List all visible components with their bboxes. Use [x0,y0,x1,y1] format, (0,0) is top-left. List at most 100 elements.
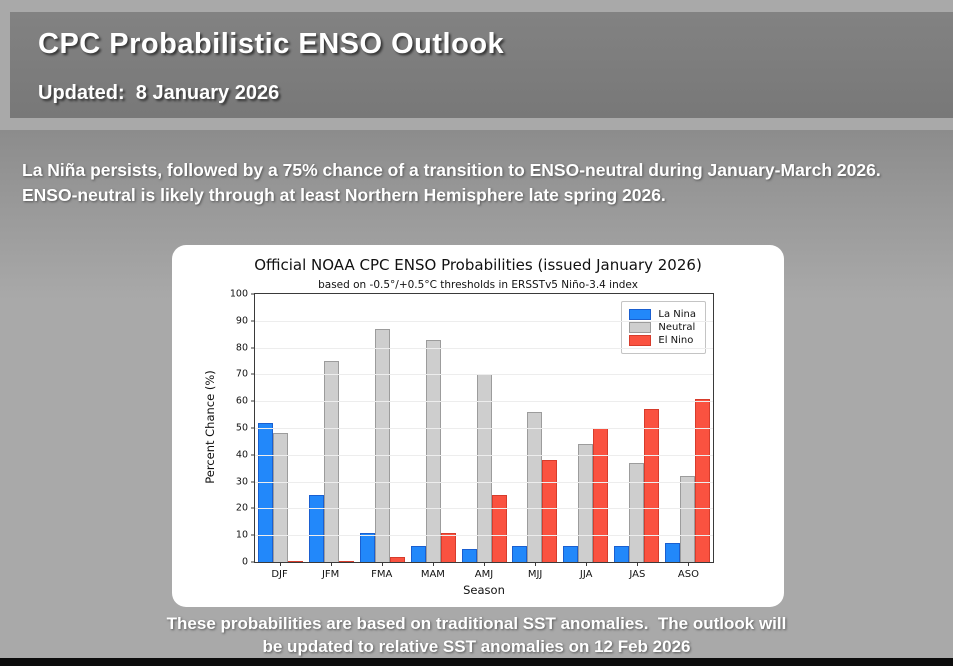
y-axis-label: Percent Chance (%) [203,370,217,484]
x-tick-mark [432,562,434,566]
bar-neutral-mam [425,339,441,562]
chart-legend: La Nina Neutral El Nino [621,301,706,354]
bar-group-fma [357,294,408,562]
legend-swatch [629,309,652,320]
bar-neutral-amj [476,374,492,562]
y-tick-label: 20 [235,502,248,514]
x-tick-jas: JAS [612,562,663,580]
y-tick-label: 40 [235,449,248,461]
footer-line-2: be updated to relative SST anomalies on … [262,637,691,656]
enso-chart-panel: Official NOAA CPC ENSO Probabilities (is… [172,245,784,607]
bar-la-nina-jfm [308,495,324,562]
legend-label: El Nino [658,335,694,346]
legend-label: Neutral [658,322,696,333]
y-tick-mark [251,347,255,349]
bar-group-jas [611,294,662,562]
y-tick-mark [251,427,255,429]
bar-la-nina-aso [665,543,681,562]
bar-la-nina-fma [359,532,375,562]
bar-neutral-jfm [323,361,339,562]
x-tick-mark [535,562,537,566]
bar-el-nino-jas [644,409,660,562]
y-tick-mark [251,293,255,295]
y-tick-label: 60 [235,395,248,407]
y-tick-label: 70 [235,368,248,380]
plot-area: La Nina Neutral El Nino 0 10 20 30 40 50 60 70 80 9… [230,289,714,568]
bar-la-nina-djf [257,422,273,562]
bar-el-nino-fma [389,556,405,562]
x-tick-mark [381,562,383,566]
x-axis-ticks: DJF JFM FMA MAM AMJ MJJ JJA JAS ASO [254,562,714,580]
x-tick-aso: ASO [663,562,714,580]
y-tick-mark [251,320,255,322]
outlook-summary-text: La Niña persists, followed by a 75% chan… [22,160,881,205]
y-tick-label: 100 [229,288,248,300]
gridline [255,535,713,537]
bar-la-nina-jja [563,545,579,562]
chart-subtitle: based on -0.5°/+0.5°C thresholds in ERSS… [318,279,638,291]
bar-el-nino-aso [695,398,711,562]
x-tick-mark [483,562,485,566]
y-tick-label: 0 [241,556,248,568]
bar-neutral-mjj [527,411,543,562]
legend-item-el-nino: El Nino [629,335,696,346]
bar-group-aso [662,294,713,562]
y-tick-mark [251,561,255,563]
y-tick-mark [251,373,255,375]
y-tick-label: 80 [235,342,248,354]
x-tick-jfm: JFM [305,562,356,580]
y-tick-label: 10 [235,529,248,541]
bars-row [255,294,713,562]
bar-group-mjj [509,294,560,562]
x-tick-mark [279,562,281,566]
footer-note: These probabilities are based on traditi… [0,612,953,658]
header-band: CPC Probabilistic ENSO Outlook Updated: … [10,12,953,118]
y-tick-label: 30 [235,476,248,488]
updated-date: Updated: 8 January 2026 [38,82,280,104]
bar-group-djf [255,294,306,562]
y-tick-label: 90 [235,315,248,327]
gridline [255,320,713,322]
gridline [255,428,713,429]
legend-label: La Nina [658,309,696,320]
x-tick-mark [330,562,332,566]
bar-el-nino-amj [491,495,507,562]
bottom-border [0,658,953,666]
x-tick-jja: JJA [561,562,612,580]
y-tick-mark [251,481,255,483]
legend-item-neutral: Neutral [629,322,696,333]
bar-el-nino-mjj [542,460,558,562]
gridline [255,347,713,349]
bar-group-amj [459,294,510,562]
x-tick-amj: AMJ [458,562,509,580]
bar-group-jfm [306,294,357,562]
chart-title: Official NOAA CPC ENSO Probabilities (is… [254,256,702,274]
bar-group-jja [560,294,611,562]
bar-la-nina-mjj [512,545,528,562]
x-tick-mark [688,562,690,566]
legend-item-la-nina: La Nina [629,309,696,320]
bar-group-mam [408,294,459,562]
x-tick-djf: DJF [254,562,305,580]
gridline [255,454,713,456]
body-area: La Niña persists, followed by a 75% chan… [0,130,953,658]
x-tick-mam: MAM [407,562,458,580]
gridline [255,374,713,376]
bar-el-nino-jja [593,428,609,562]
x-tick-mark [637,562,639,566]
page-title: CPC Probabilistic ENSO Outlook [38,28,505,60]
gridline [255,508,713,510]
gridline [255,481,713,483]
bar-neutral-jja [578,444,594,562]
gridline [255,401,713,403]
legend-swatch [629,335,652,346]
bar-la-nina-amj [461,548,477,562]
legend-swatch [629,322,652,333]
y-tick-mark [251,454,255,456]
bar-neutral-jas [629,462,645,562]
y-tick-mark [251,507,255,509]
x-axis-label: Season [463,583,505,597]
bar-neutral-aso [680,476,696,562]
bar-el-nino-mam [440,532,456,562]
bar-el-nino-jfm [338,561,354,562]
